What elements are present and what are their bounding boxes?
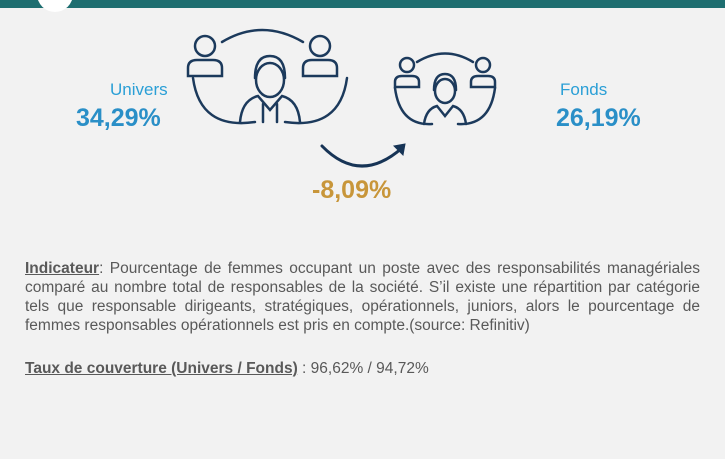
difference: -8,09% xyxy=(312,176,392,204)
indicator-text: : Pourcentage de femmes occupant un post… xyxy=(25,260,700,334)
indicator: Indicateur: Pourcentage de femmes occupa… xyxy=(25,259,700,335)
indicator-label: Indicateur xyxy=(25,260,100,277)
right-value: 26,19% xyxy=(556,104,641,132)
left-label: Univers xyxy=(110,80,168,99)
right-label: Fonds xyxy=(560,80,608,99)
coverage: Taux de couverture (Univers / Fonds) : 9… xyxy=(25,359,700,378)
left-value: 34,29% xyxy=(76,104,161,132)
coverage-text: : 96,62% / 94,72% xyxy=(297,360,429,377)
coverage-label: Taux de couverture (Univers / Fonds) xyxy=(25,360,298,377)
top-band xyxy=(0,0,725,8)
